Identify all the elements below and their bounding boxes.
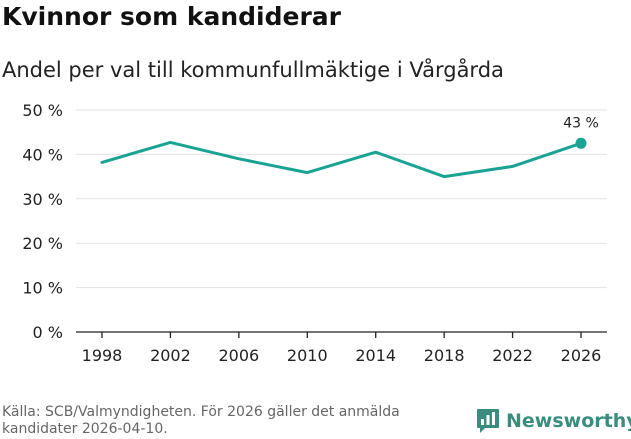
annotations: 43 % (563, 115, 599, 131)
x-tick-label: 2002 (150, 346, 191, 365)
brand-name: Newsworthy (506, 410, 631, 432)
x-tick-label: 2014 (355, 346, 396, 365)
x-tick-label: 1998 (82, 346, 123, 365)
x-tick-label: 2006 (218, 346, 259, 365)
chart-subtitle: Andel per val till kommunfullmäktige i V… (2, 58, 504, 82)
y-tick-label: 40 % (22, 145, 63, 164)
series (100, 137, 587, 179)
newsworthy-logo-icon (477, 409, 499, 433)
endpoint-marker (575, 137, 587, 149)
x-tick-label: 2010 (287, 346, 328, 365)
data-label-last: 43 % (563, 115, 599, 131)
series-line-0 (100, 140, 583, 179)
x-tick-label: 2026 (561, 346, 602, 365)
x-tick-label: 2022 (492, 346, 533, 365)
y-tick-label: 0 % (33, 323, 63, 342)
y-tick-label: 10 % (22, 279, 63, 298)
gridlines (76, 109, 607, 289)
source-note: Källa: SCB/Valmyndigheten. För 2026 gäll… (2, 404, 400, 437)
y-axis: 0 % 10 % 20 % 30 % 40 % 50 % (22, 101, 63, 342)
brand-logo: Newsworthy (476, 408, 631, 434)
x-tick-label: 2018 (424, 346, 465, 365)
chart-title: Kvinnor som kandiderar (2, 2, 341, 31)
y-tick-label: 50 % (22, 101, 63, 120)
y-tick-label: 20 % (22, 234, 63, 253)
y-tick-label: 30 % (22, 190, 63, 209)
x-axis: 1998 2002 2006 2010 2014 2018 2022 2026 (76, 331, 607, 365)
